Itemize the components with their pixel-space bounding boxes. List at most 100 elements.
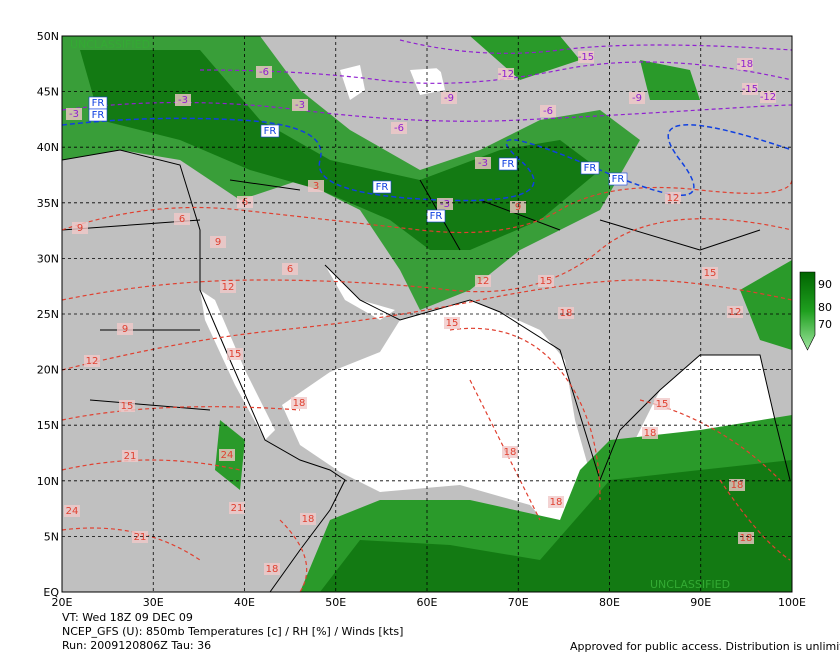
fr-label-box	[88, 108, 108, 122]
contour-label-box	[444, 317, 460, 329]
fr-label: FR	[430, 211, 443, 222]
contour-label: 9	[77, 223, 83, 234]
contour-label-box	[132, 531, 148, 543]
fr-label: FR	[502, 159, 515, 170]
contour-label: 12	[222, 282, 235, 293]
contour-label-box	[441, 92, 457, 104]
contour-label: 21	[124, 451, 137, 462]
contour-label-box	[122, 450, 138, 462]
contour-label-box	[548, 496, 564, 508]
contour-label-box	[578, 51, 594, 63]
fr-label: FR	[92, 98, 105, 109]
contour-label-box	[558, 307, 574, 319]
contour-label: -18	[737, 59, 753, 70]
contour-label: -15	[742, 84, 758, 95]
contour-label-box	[702, 267, 718, 279]
contour-label-box	[64, 505, 80, 517]
contour-label-box	[308, 180, 324, 192]
contour-label-box	[729, 479, 745, 491]
fr-label: FR	[584, 163, 597, 174]
banner-bottom: UNCLASSIFIED	[650, 578, 730, 591]
contour-label: 21	[231, 503, 244, 514]
contour-label-box	[229, 502, 245, 514]
contour-labels: -3-3-6-3-6-9-12-15-18-15-12-9-6-3-336696…	[64, 51, 776, 575]
contour-label-box	[72, 222, 88, 234]
fr-label: FR	[376, 182, 389, 193]
lat-label: 45N	[37, 86, 59, 99]
contour-label-box	[84, 355, 100, 367]
contour-label-box	[437, 198, 453, 210]
contour-label: 15	[446, 318, 459, 329]
contour-label-box	[66, 108, 82, 120]
fr-label: FR	[612, 174, 625, 185]
colorbar	[799, 271, 816, 351]
valid-time: VT: Wed 18Z 09 DEC 09	[62, 611, 193, 624]
lon-label: 40E	[234, 596, 255, 609]
map-frame	[61, 35, 793, 593]
product: NCEP_GFS (U): 850mb Temperatures [c] / R…	[62, 625, 403, 638]
run: Run: 2009120806Z Tau: 36	[62, 639, 211, 652]
contour-label-box	[264, 563, 280, 575]
contour-label: -6	[394, 123, 404, 134]
contour-label-box	[227, 348, 243, 360]
contour-label: 6	[287, 264, 293, 275]
contour-label: 24	[66, 506, 79, 517]
contour-label: 9	[122, 324, 128, 335]
contour-label: -3	[478, 158, 488, 169]
contour-label-box	[502, 446, 518, 458]
lat-label: 35N	[37, 197, 59, 210]
colorbar-tick-label: 80	[818, 301, 832, 314]
contour-label: 18	[560, 308, 573, 319]
lat-label: 30N	[37, 252, 59, 265]
lat-label: 50N	[37, 30, 59, 43]
lat-label: 25N	[37, 308, 59, 321]
contour-label-box	[119, 400, 135, 412]
arabian-sea	[282, 300, 592, 540]
contour-label-box	[210, 236, 226, 248]
lon-label: 90E	[690, 596, 711, 609]
fr-label-box	[580, 161, 600, 175]
fr-label-box	[372, 180, 392, 194]
lon-label: 70E	[508, 596, 529, 609]
lon-label: 60E	[417, 596, 438, 609]
contour-label: -9	[632, 93, 642, 104]
contour-label: 18	[550, 497, 563, 508]
contour-label-box	[256, 66, 272, 78]
colorbar-tick-label: 70	[818, 318, 832, 331]
lat-label: 40N	[37, 141, 59, 154]
approval: Approved for public access. Distribution…	[570, 640, 840, 653]
contour-label-box	[475, 275, 491, 287]
lat-label: 15N	[37, 419, 59, 432]
lat-label: 10N	[37, 475, 59, 488]
contour-label-box	[540, 105, 556, 117]
contour-label: 9	[215, 237, 221, 248]
contour-label: -3	[440, 199, 450, 210]
contour-label: 18	[731, 480, 744, 491]
persian-gulf	[325, 265, 395, 320]
contour-label-box	[654, 398, 670, 410]
contour-label: 9	[515, 202, 521, 213]
colorbar-ticks: 90 80 70	[818, 278, 832, 331]
lat-label: 20N	[37, 364, 59, 377]
contour-label: -9	[444, 93, 454, 104]
lon-label: 30E	[143, 596, 164, 609]
lon-label: 20E	[52, 596, 73, 609]
contour-label: 15	[121, 401, 134, 412]
contour-label-box	[117, 323, 133, 335]
contour-label: 15	[540, 276, 553, 287]
contour-label: 18	[740, 533, 753, 544]
lon-label: 50E	[325, 596, 346, 609]
fr-label-box	[608, 172, 628, 186]
lon-label: 100E	[778, 596, 806, 609]
contour-label-box	[727, 306, 743, 318]
bay-of-bengal	[635, 355, 775, 440]
contour-label: -15	[578, 52, 594, 63]
contour-label-box	[292, 99, 308, 111]
contour-label: 6	[179, 214, 185, 225]
contour-label: 18	[293, 398, 306, 409]
rh-south-core	[320, 460, 792, 592]
contour-label: 15	[656, 399, 669, 410]
contour-label: -6	[543, 106, 553, 117]
contour-label-box	[174, 213, 190, 225]
